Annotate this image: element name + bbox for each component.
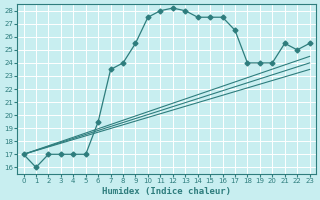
X-axis label: Humidex (Indice chaleur): Humidex (Indice chaleur): [102, 187, 231, 196]
